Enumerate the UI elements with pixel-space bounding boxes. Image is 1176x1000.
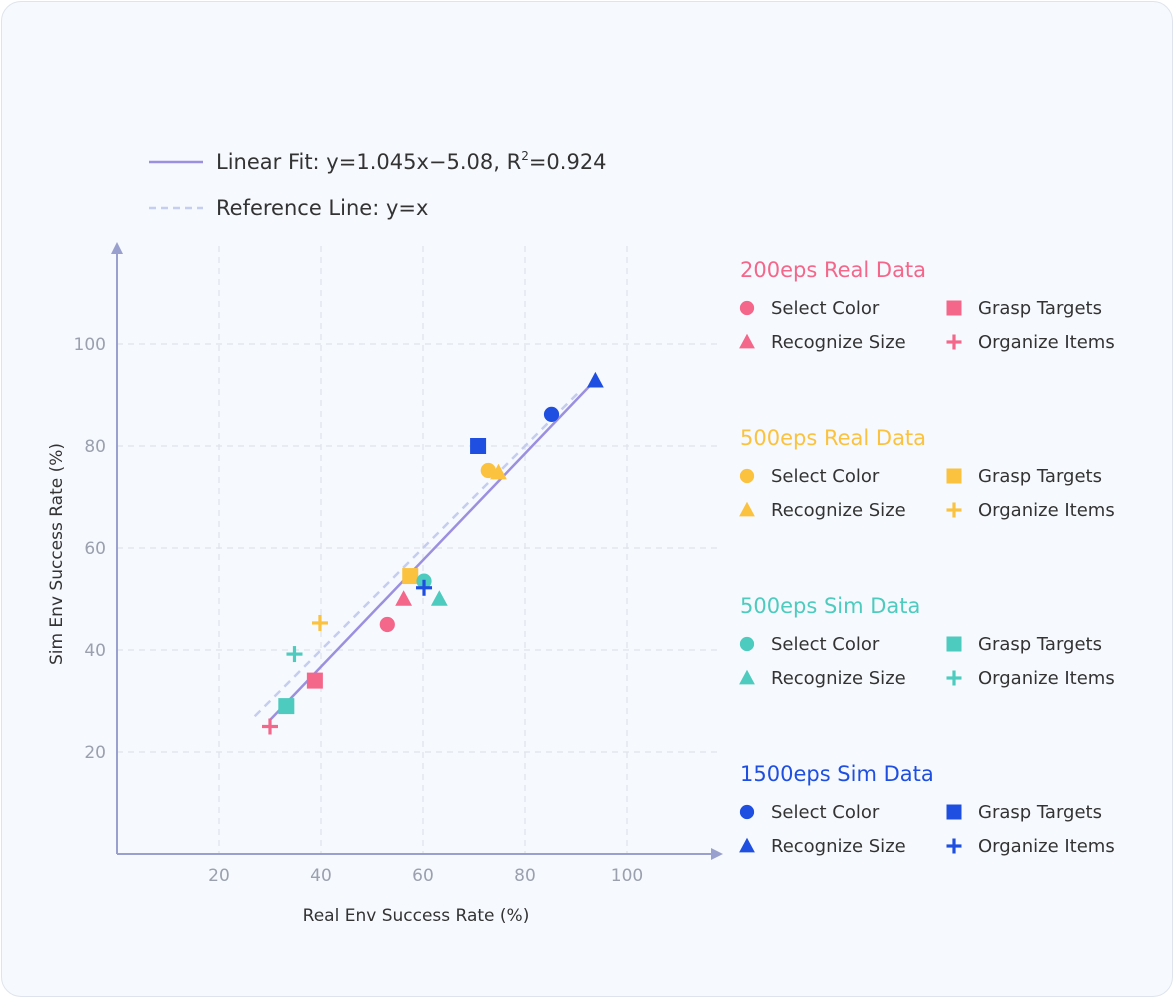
point-1-square — [402, 568, 419, 585]
legend-marker-square — [946, 300, 962, 316]
point-0-triangle — [395, 590, 413, 606]
legend-entry-label: Grasp Targets — [978, 298, 1102, 319]
reference-line-legend-text: Reference Line: y=x — [216, 196, 428, 220]
legend-entry-label: Select Color — [771, 466, 880, 487]
fit-lines — [253, 383, 593, 721]
point-1-circle — [480, 462, 496, 479]
x-tick-label: 100 — [611, 866, 643, 886]
plus-bar-v — [952, 502, 956, 518]
legend-entry-label: Grasp Targets — [978, 466, 1102, 487]
legend-marker-plus — [946, 334, 962, 350]
reference-line — [253, 389, 582, 718]
y-tick-label: 100 — [74, 335, 106, 355]
point-3-square — [470, 438, 487, 454]
legend-marker-plus — [946, 838, 962, 854]
data-points — [262, 371, 604, 735]
legend-marker-triangle — [739, 669, 755, 685]
legend-marker-triangle — [739, 333, 755, 349]
legend-entry-label: Organize Items — [978, 668, 1115, 689]
legend-group-0: 200eps Real Data Select Color Grasp Target… — [739, 258, 1115, 353]
x-tick-label: 80 — [514, 866, 536, 886]
legend-marker-circle — [739, 804, 755, 820]
legend-group-1: 500eps Real Data Select Color Grasp Target… — [739, 426, 1115, 521]
y-tick-label: 40 — [84, 641, 106, 661]
y-axis-arrow — [111, 242, 123, 254]
legend-marker-plus — [946, 502, 962, 518]
plus-bar-v — [952, 838, 956, 854]
legend-entry-label: Organize Items — [978, 332, 1115, 353]
x-tick-label: 20 — [208, 866, 230, 886]
plus-bar-v — [268, 718, 272, 735]
y-tick-label: 20 — [84, 743, 106, 763]
legend-group-3: 1500eps Sim Data Select Color Grasp Target… — [739, 762, 1115, 857]
legend-entry-label: Recognize Size — [771, 836, 906, 857]
point-3-circle — [543, 406, 560, 422]
tick-labels: 20 40 60 80 100 20 40 60 80 100 — [74, 335, 644, 886]
plus-bar-v — [422, 579, 426, 596]
legend-marker-square — [946, 804, 962, 820]
point-2-square — [278, 698, 295, 715]
fit-line — [269, 383, 593, 721]
axes — [111, 242, 723, 860]
legend-marker-plus — [946, 670, 962, 686]
legend-group-title: 1500eps Sim Data — [740, 762, 934, 786]
plus-bar-v — [318, 614, 322, 631]
point-3-triangle — [586, 371, 604, 388]
legend-entry-label: Select Color — [771, 298, 880, 319]
x-axis-arrow — [711, 848, 723, 860]
group-legend: 200eps Real Data Select Color Grasp Target… — [739, 258, 1115, 857]
legend-entry-label: Grasp Targets — [978, 802, 1102, 823]
legend-marker-triangle — [739, 837, 755, 853]
legend-entry-label: Select Color — [771, 802, 880, 823]
point-1-triangle — [490, 463, 507, 480]
fit-legend: Linear Fit: y=1.045x−5.08, R2=0.924 Refe… — [149, 149, 607, 220]
y-tick-label: 80 — [84, 437, 106, 457]
legend-marker-triangle — [739, 501, 755, 517]
legend-group-title: 500eps Sim Data — [740, 594, 920, 618]
legend-marker-square — [946, 468, 962, 484]
legend-group-2: 500eps Sim Data Select Color Grasp Targets… — [739, 594, 1115, 689]
legend-group-title: 200eps Real Data — [740, 258, 926, 282]
point-1-plus — [311, 614, 328, 631]
legend-entry-label: Recognize Size — [771, 500, 906, 521]
y-tick-label: 60 — [84, 539, 106, 559]
legend-entry-label: Organize Items — [978, 836, 1115, 857]
plus-bar-v — [292, 646, 297, 663]
grid — [117, 246, 717, 854]
legend-entry-label: Organize Items — [978, 500, 1115, 521]
fit-line-legend-text: Linear Fit: y=1.045x−5.08, R2=0.924 — [216, 149, 607, 174]
legend-group-title: 500eps Real Data — [740, 426, 926, 450]
x-axis-label: Real Env Success Rate (%) — [303, 906, 530, 926]
legend-marker-circle — [739, 468, 755, 484]
legend-entry-label: Select Color — [771, 634, 880, 655]
point-0-plus — [262, 718, 278, 735]
legend-entry-label: Grasp Targets — [978, 634, 1102, 655]
point-2-plus — [286, 646, 303, 663]
legend-entry-label: Recognize Size — [771, 332, 906, 353]
point-3-plus — [416, 579, 433, 596]
x-tick-label: 60 — [412, 866, 434, 886]
plus-bar-v — [952, 670, 956, 686]
plus-bar-v — [952, 334, 956, 350]
y-axis-label: Sim Env Success Rate (%) — [47, 443, 67, 665]
legend-entry-label: Recognize Size — [771, 668, 906, 689]
point-0-circle — [379, 616, 395, 633]
x-tick-label: 40 — [310, 866, 332, 886]
legend-marker-circle — [739, 300, 755, 316]
legend-marker-circle — [739, 636, 755, 652]
legend-marker-square — [946, 636, 962, 652]
point-2-triangle — [430, 590, 448, 606]
point-0-square — [306, 672, 323, 689]
